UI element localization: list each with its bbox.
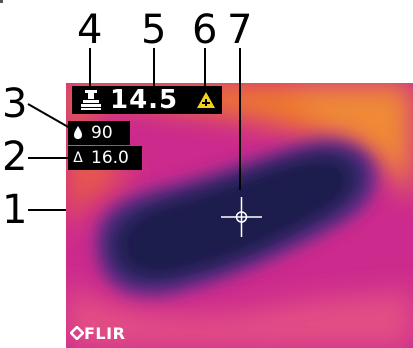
logo-text: FLIR — [84, 324, 126, 343]
thermometer-icon — [81, 90, 101, 110]
dew-point-readout: Δ 16.0 — [68, 146, 142, 170]
corner-dot — [0, 0, 3, 3]
humidity-readout: 90 — [68, 121, 130, 145]
crosshair-icon — [221, 197, 262, 237]
callout-3: 3 — [2, 81, 28, 127]
leader-line-7 — [239, 48, 241, 190]
callout-4: 4 — [77, 7, 103, 53]
humidity-drop-icon — [74, 126, 82, 139]
callout-2: 2 — [2, 134, 28, 180]
leader-line-3 — [27, 103, 71, 129]
leader-line-6 — [204, 48, 206, 88]
callout-6: 6 — [192, 7, 218, 53]
callout-7: 7 — [227, 7, 253, 53]
callout-5: 5 — [141, 7, 167, 53]
callout-1: 1 — [2, 187, 28, 233]
dew-point-value: 16.0 — [91, 148, 129, 168]
leader-line-4 — [89, 48, 91, 88]
warning-triangle-icon — [197, 92, 215, 108]
flir-logo-icon: FLIR — [69, 324, 126, 343]
temperature-value: 14.5 — [110, 85, 179, 115]
dew-point-delta-icon: Δ — [73, 150, 83, 166]
temperature-readout: 14.5 — [72, 85, 222, 115]
humidity-value: 90 — [91, 123, 113, 143]
leader-line-1 — [28, 209, 66, 211]
flir-flame-icon — [69, 325, 85, 341]
leader-line-5 — [153, 48, 155, 86]
leader-line-2 — [28, 157, 68, 159]
